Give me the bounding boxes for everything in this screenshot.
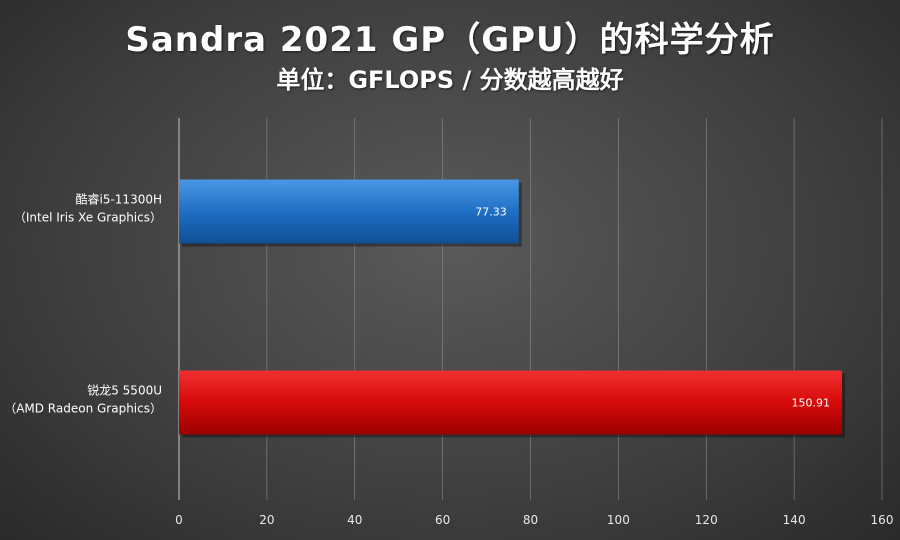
bar (179, 370, 843, 435)
x-tick-label: 160 (871, 513, 894, 527)
category-label: 酷睿i5-11300H (76, 192, 163, 207)
data-label: 150.91 (792, 397, 831, 410)
x-tick-label: 40 (347, 513, 362, 527)
chart-subtitle: 单位：GFLOPS / 分数越高越好 (276, 66, 624, 94)
chart-title: Sandra 2021 GP（GPU）的科学分析 (125, 20, 775, 60)
x-tick-label: 80 (523, 513, 538, 527)
x-tick-label: 0 (175, 513, 183, 527)
category-label: （Intel Iris Xe Graphics） (14, 211, 162, 225)
x-tick-label: 120 (695, 513, 718, 527)
x-tick-label: 140 (783, 513, 806, 527)
bars (179, 179, 846, 438)
labels: 0 20 40 60 80 100 120 140 160 77.33 酷睿i5-11300H （In… (4, 192, 893, 528)
x-tick-label: 20 (259, 513, 274, 527)
bar (179, 179, 519, 244)
data-label: 77.33 (475, 206, 507, 219)
x-tick-label: 100 (607, 513, 630, 527)
category-label: 锐龙5 5500U (87, 384, 162, 398)
x-tick-label: 60 (435, 513, 450, 527)
gridlines (178, 118, 883, 500)
category-label: （AMD Radeon Graphics） (4, 402, 162, 416)
